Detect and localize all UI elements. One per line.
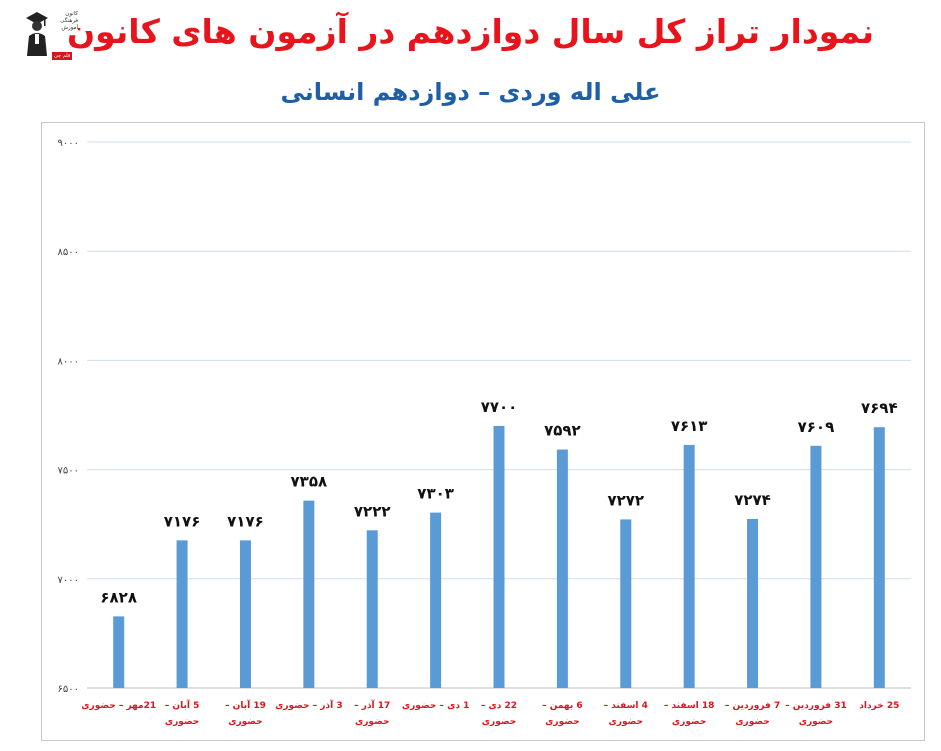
value-label: ۷۶۰۹ [798,418,835,436]
bar [556,449,568,688]
value-label: ۷۲۲۲ [354,502,391,520]
y-tick-label: ۷۵۰۰ [58,466,79,477]
bar [430,512,442,688]
x-tick-label: 21مهر – حضوری [81,701,156,711]
value-label: ۷۶۱۳ [671,417,708,435]
x-tick-label: حضوری [799,717,833,727]
chart-area [41,122,925,741]
y-tick-label: ۷۰۰۰ [58,575,79,586]
x-axis-labels: 21مهر – حضوری 5 آبان – حضوری 19 آبان – حضوری… [81,699,899,727]
bar [303,500,315,688]
bar [810,445,822,688]
value-labels: ۶۸۲۸ ۷۱۷۶ ۷۱۷۶ ۷۳۵۸ ۷۲۲۲ ۷۳۰۳ ۷۷۰۰ ۷۵۹۲ ۷۲۷۲ ۷۶۱۳… [100,398,897,606]
x-tick-label: 6 بهمن – [542,701,583,711]
graduate-icon [26,12,48,56]
value-label: ۷۷۰۰ [481,398,518,416]
value-label: ۷۳۵۸ [291,473,328,491]
bar [366,530,378,688]
y-tick-label: ۸۰۰۰ [58,356,79,367]
y-axis-ticks: ۶۵۰۰ ۷۰۰۰ ۷۵۰۰ ۸۰۰۰ ۸۵۰۰ ۹۰۰۰ [58,138,79,695]
value-label: ۷۲۷۲ [607,491,644,509]
value-label: ۷۲۷۴ [734,491,771,509]
value-label: ۷۳۰۳ [417,485,454,503]
x-tick-label: حضوری [165,717,199,727]
bar [620,519,632,688]
x-tick-label: 22 دی – [481,701,517,711]
x-tick-label: 3 آذر – حضوری [275,699,342,711]
x-tick-label: 7 فروردین – [725,701,780,711]
chart-title: نمودار تراز کل سال دوازدهم در آزمون های … [66,12,875,51]
kanoon-logo: کانون فرهنگی آموزش قلم چی [24,8,80,66]
x-tick-label: 31 فروردین – [785,701,847,711]
x-tick-label: 4 اسفند – [604,701,648,711]
value-label: ۶۸۲۸ [100,588,137,606]
bar [239,540,251,688]
x-tick-label: حضوری [735,717,769,727]
value-label: ۷۱۷۶ [227,512,264,530]
chart-subtitle: علی اله وردی – دوازدهم انسانی [280,78,661,106]
bar [176,540,188,688]
x-tick-label: 5 آبان – [165,699,200,711]
x-tick-label: 1 دی – حضوری [402,701,469,711]
x-tick-label: حضوری [228,717,262,727]
value-label: ۷۱۷۶ [164,512,201,530]
bars [113,425,885,688]
value-label: ۷۵۹۲ [544,422,581,440]
x-tick-label: حضوری [545,717,579,727]
bar [747,518,759,688]
x-tick-label: حضوری [609,717,643,727]
x-tick-label: حضوری [672,717,706,727]
logo-badge: قلم چی [52,52,73,60]
y-tick-label: ۸۵۰۰ [58,247,79,258]
bar [683,444,695,688]
x-tick-label: 18 اسفند – [664,701,715,711]
x-tick-label: 25 خرداد [859,701,899,711]
bar [113,616,125,688]
y-tick-label: ۶۵۰۰ [58,684,79,695]
x-tick-label: 19 آبان – [225,699,266,711]
bar [493,425,505,688]
logo-text: کانون فرهنگی آموزش [60,11,78,31]
x-tick-label: حضوری [355,717,389,727]
bar [873,427,885,688]
y-tick-label: ۹۰۰۰ [58,138,79,149]
x-tick-label: 17 آذر – [354,699,390,711]
value-label: ۷۶۹۴ [861,399,898,417]
x-tick-label: حضوری [482,717,516,727]
